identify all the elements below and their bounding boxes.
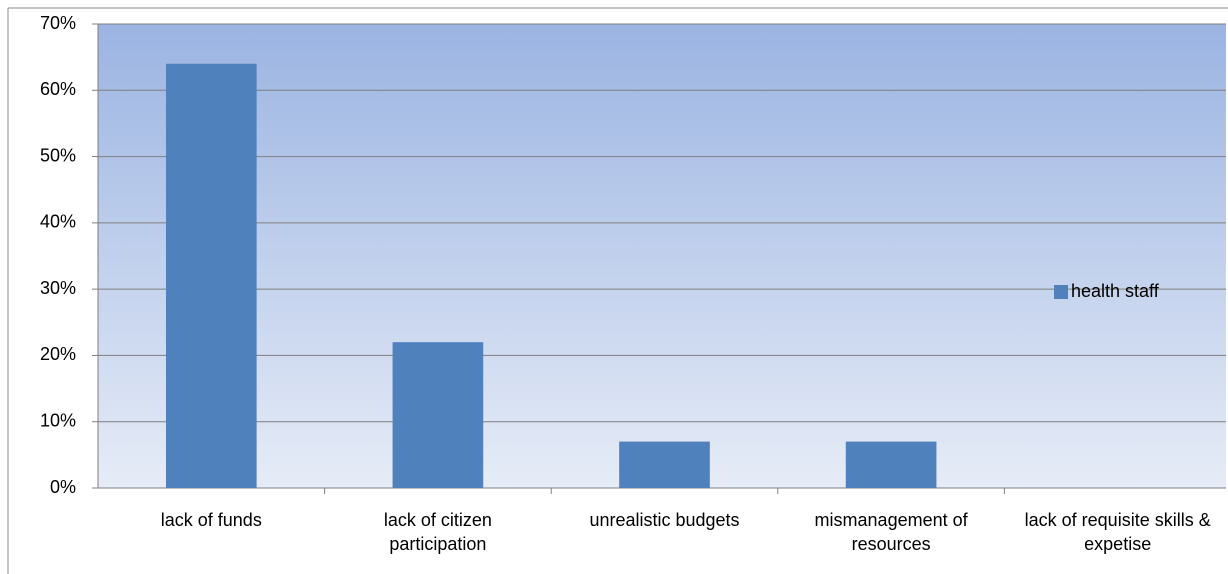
y-tick-label: 20% [40,344,76,364]
bar [392,342,484,488]
y-tick-label: 50% [40,145,76,165]
x-tick-label: mismanagement of resources [814,510,968,554]
legend-label: health staff [1071,281,1160,301]
x-tick-label: lack of citizen participation [383,510,492,554]
bar [165,63,257,489]
x-tick-label: lack of funds [160,510,262,530]
y-tick-label: 70% [40,13,76,33]
y-tick-label: 30% [40,278,76,298]
legend-swatch [1054,285,1068,299]
y-tick-label: 60% [40,79,76,99]
x-tick-label: unrealistic budgets [589,510,740,530]
x-tick-label: lack of requisite skills & expetise [1024,510,1211,554]
bar [619,441,710,488]
plot-area [98,24,1226,488]
bar [845,441,937,488]
y-tick-label: 10% [40,410,76,430]
y-tick-label: 40% [40,212,76,232]
y-tick-label: 0% [50,477,76,497]
